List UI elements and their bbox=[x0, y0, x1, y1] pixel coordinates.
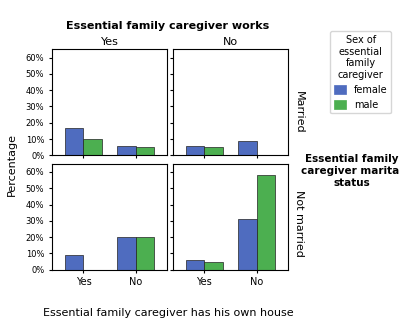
Bar bbox=[136, 237, 154, 270]
Bar bbox=[186, 260, 204, 270]
Title: Yes: Yes bbox=[101, 37, 118, 47]
Bar bbox=[118, 237, 136, 270]
Text: Not married: Not married bbox=[294, 190, 304, 257]
Bar bbox=[83, 139, 102, 155]
Text: Percentage: Percentage bbox=[7, 133, 17, 196]
Text: Married: Married bbox=[294, 90, 304, 133]
Legend: female, male: female, male bbox=[330, 31, 391, 114]
Bar bbox=[204, 147, 222, 155]
Bar bbox=[186, 145, 204, 155]
Text: Essential family caregiver has his own house: Essential family caregiver has his own h… bbox=[43, 308, 293, 317]
Bar bbox=[238, 219, 257, 270]
Bar bbox=[238, 141, 257, 155]
Title: No: No bbox=[223, 37, 238, 47]
Bar bbox=[136, 147, 154, 155]
Bar bbox=[65, 255, 83, 270]
Bar bbox=[257, 175, 275, 270]
Bar bbox=[65, 128, 83, 155]
Bar bbox=[118, 145, 136, 155]
Bar bbox=[204, 262, 222, 270]
Text: Essential family
caregiver marital
status: Essential family caregiver marital statu… bbox=[301, 155, 400, 188]
Text: Essential family caregiver works: Essential family caregiver works bbox=[66, 21, 270, 31]
